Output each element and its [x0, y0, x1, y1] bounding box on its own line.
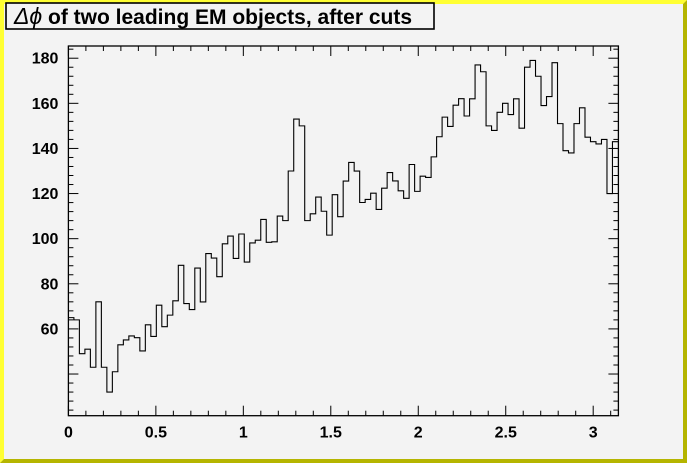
svg-text:180: 180 [32, 51, 59, 68]
svg-text:of two leading EM objects, aft: of two leading EM objects, after cuts [48, 6, 412, 29]
svg-text:140: 140 [32, 141, 59, 158]
svg-text:Δϕ: Δϕ [13, 3, 42, 29]
svg-text:2: 2 [414, 425, 423, 442]
svg-text:1.5: 1.5 [320, 425, 342, 442]
svg-text:3: 3 [589, 425, 598, 442]
svg-text:80: 80 [41, 276, 59, 293]
svg-text:100: 100 [32, 231, 59, 248]
svg-text:1: 1 [239, 425, 248, 442]
svg-text:0: 0 [64, 425, 73, 442]
svg-text:120: 120 [32, 186, 59, 203]
svg-text:0.5: 0.5 [145, 425, 167, 442]
svg-text:160: 160 [32, 96, 59, 113]
svg-text:2.5: 2.5 [495, 425, 517, 442]
svg-text:60: 60 [41, 321, 59, 338]
